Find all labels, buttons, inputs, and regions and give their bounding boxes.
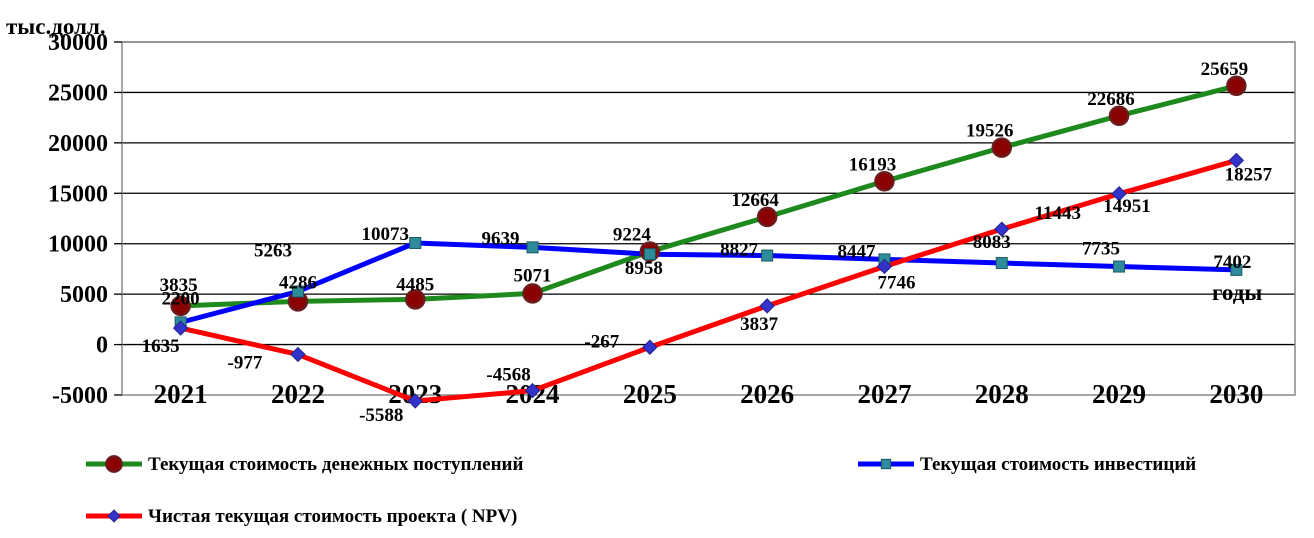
data-point (756, 206, 778, 228)
data-label: 7735 (1082, 239, 1120, 260)
y-tick-label: 25000 (48, 80, 108, 106)
data-label: 4286 (279, 272, 317, 293)
data-point (107, 509, 121, 523)
data-point (522, 283, 543, 304)
data-label: 4485 (396, 274, 434, 295)
data-label: 16193 (849, 154, 897, 175)
data-label: -5588 (359, 405, 403, 426)
series-lines (180, 83, 1238, 404)
data-label: 8958 (625, 258, 663, 279)
y-tick-label: 5000 (60, 282, 108, 308)
data-point (290, 346, 306, 363)
data-label: 9224 (613, 225, 652, 246)
x-tick-label: 2030 (1209, 379, 1263, 409)
data-label: 7746 (877, 272, 915, 293)
data-point (991, 137, 1012, 158)
x-tick-label: 2022 (271, 379, 325, 409)
series-line (180, 158, 1238, 404)
data-point (524, 382, 541, 399)
data-label: 3837 (740, 314, 779, 335)
data-point (880, 458, 892, 470)
x-tick-label: 2029 (1092, 379, 1146, 409)
y-tick-labels: -5000 0 5000 10000 15000 20000 25000 30000 (48, 30, 108, 409)
data-label: -267 (584, 331, 619, 352)
y-tick-label: 30000 (48, 30, 108, 56)
data-label: 1635 (142, 336, 180, 357)
data-point (407, 393, 423, 409)
x-tick-label: 2028 (975, 379, 1029, 409)
data-label: 18257 (1225, 164, 1273, 185)
data-labels: 3835 4286 4485 5071 9224 12664 16193 19526 22686… (142, 59, 1273, 426)
data-point (761, 249, 774, 262)
data-point (1228, 152, 1245, 169)
plot-frame (121, 41, 1296, 396)
legend-item: Текущая стоимость инвестиций (858, 454, 1196, 475)
data-point (874, 171, 895, 192)
data-point (642, 339, 658, 355)
series-line (180, 240, 1237, 325)
legend-label: Текущая стоимость денежных поступлений (148, 454, 523, 475)
data-label: 8083 (973, 232, 1011, 253)
x-tick-label: 2027 (857, 379, 911, 409)
data-point (409, 236, 422, 249)
data-point (172, 320, 189, 336)
x-tick-label: 2025 (623, 379, 677, 409)
x-tick-label: 2026 (740, 379, 794, 409)
data-point (1111, 186, 1127, 202)
y-tick-label: 10000 (48, 232, 108, 258)
data-point (170, 295, 191, 317)
legend-label: Текущая стоимость инвестиций (920, 454, 1196, 475)
data-label: -977 (228, 352, 263, 373)
data-point (526, 241, 539, 254)
data-point (291, 285, 304, 298)
data-label: 12664 (731, 190, 779, 211)
data-point (405, 289, 426, 310)
data-point (759, 298, 775, 314)
legend-label: Чистая текущая стоимость проекта ( NPV) (148, 506, 517, 527)
data-label: 5071 (514, 265, 552, 286)
x-axis-label: годы (1212, 280, 1262, 305)
series-line (180, 83, 1237, 309)
data-point (994, 221, 1010, 237)
data-label: 8447 (837, 241, 876, 262)
y-tick-label: 15000 (48, 181, 108, 207)
x-tick-labels: 2021202220232024202520262027202820292030 (154, 379, 1264, 409)
data-point (643, 248, 656, 261)
legend-item: Текущая стоимость денежных поступлений (86, 454, 523, 475)
legend: Текущая стоимость денежных поступлений Те… (86, 454, 1196, 527)
y-tick-label: 20000 (48, 131, 108, 157)
x-tick-label: 2021 (154, 379, 208, 409)
legend-item: Чистая текущая стоимость проекта ( NPV) (86, 506, 517, 527)
y-tick-label: 0 (96, 333, 108, 359)
data-label: 9639 (482, 228, 520, 249)
y-axis-label: тыс.долл. (6, 14, 106, 39)
data-point (1108, 105, 1130, 127)
data-label: 2200 (162, 288, 200, 309)
data-label: 8827 (720, 240, 759, 261)
data-point (105, 455, 123, 473)
data-label: 25659 (1201, 59, 1249, 80)
data-label: -4568 (486, 365, 530, 386)
data-label: 22686 (1087, 89, 1135, 110)
data-label: 3835 (160, 275, 198, 296)
data-label: 10073 (362, 224, 410, 245)
data-point (876, 258, 893, 275)
series-markers (170, 75, 1247, 409)
data-point (1113, 260, 1126, 273)
data-label: 14951 (1103, 196, 1151, 217)
data-point (995, 257, 1008, 270)
data-point (1226, 75, 1247, 97)
data-point (1230, 263, 1243, 276)
y-tick-label: -5000 (52, 383, 108, 409)
axes (114, 41, 1296, 396)
data-label: 11443 (1035, 203, 1081, 224)
data-label: 7402 (1213, 252, 1251, 273)
data-label: 5263 (254, 240, 292, 261)
data-label: 19526 (966, 121, 1014, 142)
